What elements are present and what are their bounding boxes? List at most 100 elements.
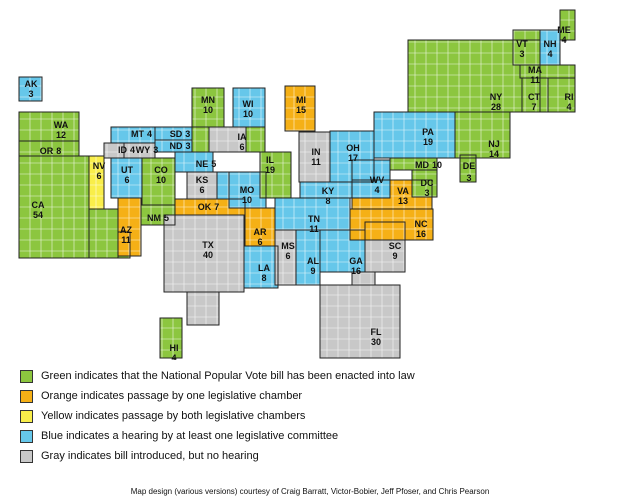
legend-item-blue: Blue indicates a hearing by at least one… (20, 426, 415, 446)
state-label-ak: AK 3 (25, 79, 38, 99)
state-outline-nh (539, 29, 561, 66)
state-shapes (19, 10, 575, 358)
state-label-oh: OH 17 (346, 143, 360, 163)
state-label-ok: OK 7 (198, 202, 220, 212)
state-label-nh: NH 4 (544, 39, 557, 59)
state-label-sd: SD 3 (170, 129, 191, 139)
state-label-nd: ND 3 (169, 141, 190, 151)
state-mi (285, 86, 315, 131)
state-label-wi: WI 10 (243, 99, 254, 119)
state-outline-ny (407, 39, 541, 113)
state-label-wy: WY 3 (136, 145, 159, 155)
state-de (460, 155, 476, 182)
state-label-mn: MN 10 (201, 95, 215, 115)
state-label-ri: RI 4 (565, 92, 574, 112)
state-ks (187, 172, 217, 199)
state-label-mi: MI 15 (296, 95, 306, 115)
state-tx (187, 292, 219, 325)
state-label-tx: TX 40 (202, 240, 214, 260)
state-ut (111, 158, 142, 198)
state-outline-az (117, 197, 142, 257)
state-label-ct: CT 7 (528, 92, 540, 112)
legend-swatch-green (20, 369, 33, 383)
state-outline-nv (88, 155, 105, 210)
state-outline-wv (351, 159, 391, 199)
state-label-mo: MO 10 (240, 185, 255, 205)
state-ky (300, 182, 352, 198)
legend-text-blue: Blue indicates a hearing by at least one… (41, 430, 339, 442)
state-label-tn: TN 11 (308, 214, 320, 234)
map-credit: Map design (various versions) courtesy o… (130, 487, 490, 496)
state-label-fl: FL 30 (371, 327, 382, 347)
state-outline-fl (351, 271, 376, 286)
state-label-co: CO 10 (154, 165, 168, 185)
legend-text-gray: Gray indicates bill introduced, but no h… (41, 450, 259, 462)
state-label-dc: DC 3 (421, 178, 434, 198)
state-label-in: IN 11 (311, 147, 321, 167)
state-mn (192, 88, 224, 127)
state-label-ia: IA 6 (238, 132, 248, 152)
state-md (390, 158, 437, 170)
state-label-wv: WV 4 (370, 175, 385, 195)
state-label-wa: WA 12 (54, 120, 69, 140)
state-label-vt: VT 3 (516, 39, 528, 59)
state-outlines (18, 9, 576, 359)
state-ca (89, 209, 118, 258)
state-mt (111, 127, 155, 143)
legend-swatch-blue (20, 429, 33, 443)
state-label-ma: MA 11 (528, 65, 542, 85)
state-label-la: LA 8 (258, 263, 270, 283)
state-outline-sc (364, 221, 406, 273)
state-label-de: DE 3 (463, 161, 476, 183)
state-ne (175, 152, 213, 172)
state-outline-me (559, 9, 576, 41)
legend-text-orange: Orange indicates passage by one legislat… (41, 390, 303, 402)
legend-text-yellow: Yellow indicates passage by both legisla… (41, 410, 306, 422)
state-nj (455, 112, 510, 158)
state-tx (164, 215, 244, 292)
state-il (246, 127, 265, 152)
legend-item-yellow: Yellow indicates passage by both legisla… (20, 406, 415, 426)
state-label-sc: SC 9 (389, 241, 402, 261)
legend-item-gray: Gray indicates bill introduced, but no h… (20, 446, 415, 466)
state-label-ar: AR 6 (254, 227, 267, 247)
legend-item-green: Green indicates that the National Popula… (20, 366, 415, 386)
state-label-al: AL 9 (307, 256, 319, 276)
state-label-pa: PA 19 (422, 127, 434, 147)
state-nc (350, 209, 433, 240)
state-outline-hi (159, 317, 183, 359)
state-label-ne: NE 5 (196, 159, 217, 169)
state-wa (19, 112, 79, 141)
state-tn (275, 198, 350, 230)
legend-item-orange: Orange indicates passage by one legislat… (20, 386, 415, 406)
state-az (118, 198, 141, 256)
state-label-az: AZ 11 (120, 225, 132, 245)
map-legend: Green indicates that the National Popula… (20, 366, 415, 466)
us-electoral-map: AK 3 WA 12 OR 8 CA 54 NV 6 ID 4 MT 4 WY 3UT 6 AZ 11 CO 10 NM 5… (18, 9, 576, 360)
state-ri (548, 78, 575, 112)
state-mn (192, 127, 209, 152)
state-mo (217, 172, 229, 199)
state-label-or: OR 8 (40, 146, 62, 156)
state-il (260, 152, 291, 198)
state-outline-il (245, 126, 266, 153)
state-vt (513, 30, 540, 65)
state-label-ny: NY 28 (490, 92, 503, 112)
state-ct (522, 78, 548, 112)
state-ms (275, 230, 296, 285)
legend-text-green: Green indicates that the National Popula… (41, 370, 415, 382)
state-label-me: ME 4 (557, 25, 571, 45)
state-labels: AK 3 WA 12 OR 8 CA 54 NV 6 ID 4 MT 4 WY 3UT 6 AZ 11 CO 10 NM 5… (25, 25, 574, 360)
state-me (560, 10, 575, 40)
state-id (104, 143, 124, 158)
state-label-nc: NC 16 (415, 219, 428, 239)
state-outline-dc (411, 169, 438, 198)
legend-swatch-gray (20, 449, 33, 463)
state-outline-tx (186, 291, 220, 326)
state-label-nm: NM 5 (147, 213, 169, 223)
state-nd (155, 140, 192, 152)
state-dc (412, 170, 437, 197)
state-label-ut: UT 6 (121, 165, 133, 185)
legend-swatch-yellow (20, 409, 33, 423)
legend-swatch-orange (20, 389, 33, 403)
